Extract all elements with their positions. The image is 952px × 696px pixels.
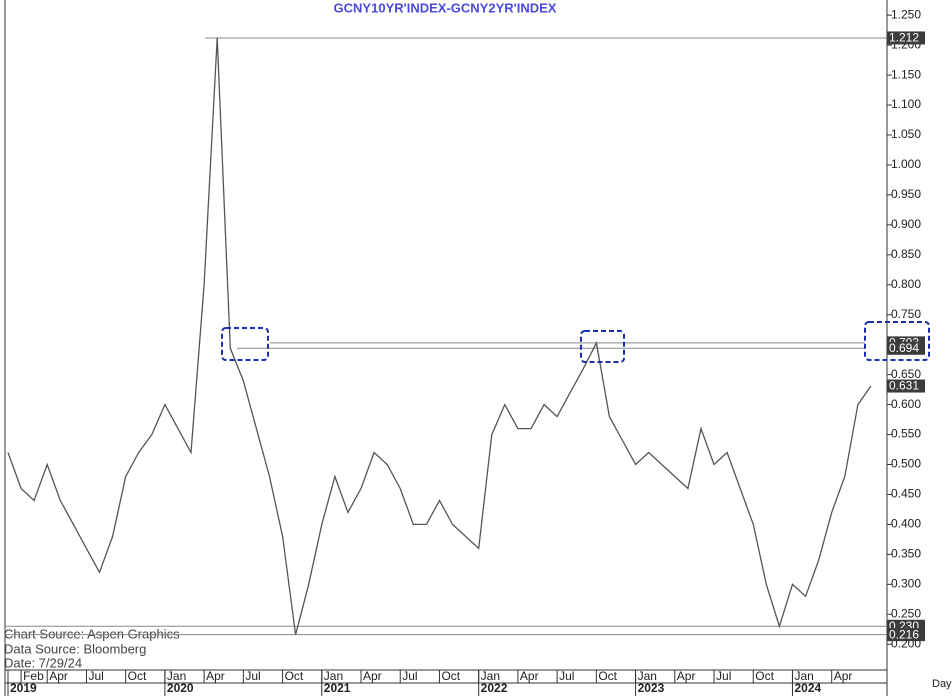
year-label: 2019 bbox=[10, 681, 37, 695]
y-tick-label: 0.450 bbox=[891, 487, 921, 501]
y-tick-label: 0.650 bbox=[891, 367, 921, 381]
x-tick-label: Jan bbox=[638, 669, 657, 683]
x-tick-label: Oct bbox=[755, 669, 774, 683]
y-tick-label: 0.900 bbox=[891, 217, 921, 231]
y-tick-label: 0.850 bbox=[891, 247, 921, 261]
x-tick-label: Apr bbox=[520, 669, 539, 683]
source-text: Date: 7/29/24 bbox=[4, 655, 82, 670]
x-tick-label: Jul bbox=[716, 669, 731, 683]
x-tick-label: Apr bbox=[206, 669, 225, 683]
y-tick-label: 0.500 bbox=[891, 457, 921, 471]
value-label: 1.212 bbox=[889, 31, 919, 45]
source-text: Chart Source: Aspen Graphics bbox=[4, 626, 180, 641]
x-tick-label: Feb bbox=[23, 669, 44, 683]
year-label: 2023 bbox=[638, 681, 665, 695]
x-tick-label: Apr bbox=[363, 669, 382, 683]
last-value-box bbox=[887, 379, 925, 393]
value-label: 0.694 bbox=[889, 341, 919, 355]
y-tick-label: 1.100 bbox=[891, 97, 921, 111]
source-text: Data Source: Bloomberg bbox=[4, 641, 146, 656]
year-label: 2024 bbox=[794, 681, 821, 695]
x-tick-label: Jan bbox=[324, 669, 343, 683]
y-tick-label: 0.800 bbox=[891, 277, 921, 291]
x-unit-label: Day bbox=[932, 678, 952, 690]
x-tick-label: Jan bbox=[481, 669, 500, 683]
chart-title: GCNY10YR'INDEX-GCNY2YR'INDEX bbox=[334, 0, 557, 15]
x-tick-label: Apr bbox=[834, 669, 853, 683]
year-label: 2020 bbox=[167, 681, 194, 695]
y-tick-label: 0.300 bbox=[891, 577, 921, 591]
x-tick-label: Jul bbox=[402, 669, 417, 683]
x-tick-label: Apr bbox=[677, 669, 696, 683]
value-label-box bbox=[887, 341, 925, 355]
value-label-box bbox=[887, 31, 925, 45]
x-tick-label: Jan bbox=[167, 669, 186, 683]
y-tick-label: 0.550 bbox=[891, 427, 921, 441]
y-tick-label: 0.600 bbox=[891, 397, 921, 411]
y-tick-label: 1.050 bbox=[891, 127, 921, 141]
y-tick-label: 0.350 bbox=[891, 547, 921, 561]
x-tick-label: Oct bbox=[285, 669, 304, 683]
highlight-box bbox=[580, 330, 625, 363]
x-tick-label: Oct bbox=[598, 669, 617, 683]
x-tick-label: Jan bbox=[794, 669, 813, 683]
y-tick-label: 1.150 bbox=[891, 67, 921, 81]
y-tick-label: 0.250 bbox=[891, 606, 921, 620]
x-tick-label: Oct bbox=[128, 669, 147, 683]
highlight-box bbox=[864, 321, 930, 361]
x-tick-label: Jul bbox=[559, 669, 574, 683]
x-tick-label: Jul bbox=[88, 669, 103, 683]
value-label-box bbox=[887, 628, 925, 642]
y-tick-label: 0.400 bbox=[891, 517, 921, 531]
last-value-label: 0.631 bbox=[889, 379, 919, 393]
y-tick-label: 0.950 bbox=[891, 187, 921, 201]
x-tick-label: Apr bbox=[49, 669, 68, 683]
year-label: 2022 bbox=[481, 681, 508, 695]
y-tick-label: 1.000 bbox=[891, 157, 921, 171]
value-label: 0.216 bbox=[889, 627, 919, 641]
x-tick-label: Oct bbox=[441, 669, 460, 683]
y-tick-label: 1.250 bbox=[891, 7, 921, 21]
year-label: 2021 bbox=[324, 681, 351, 695]
y-tick-label: 0.750 bbox=[891, 307, 921, 321]
data-line bbox=[7, 37, 872, 635]
x-tick-label: Jul bbox=[245, 669, 260, 683]
highlight-box bbox=[221, 327, 269, 361]
